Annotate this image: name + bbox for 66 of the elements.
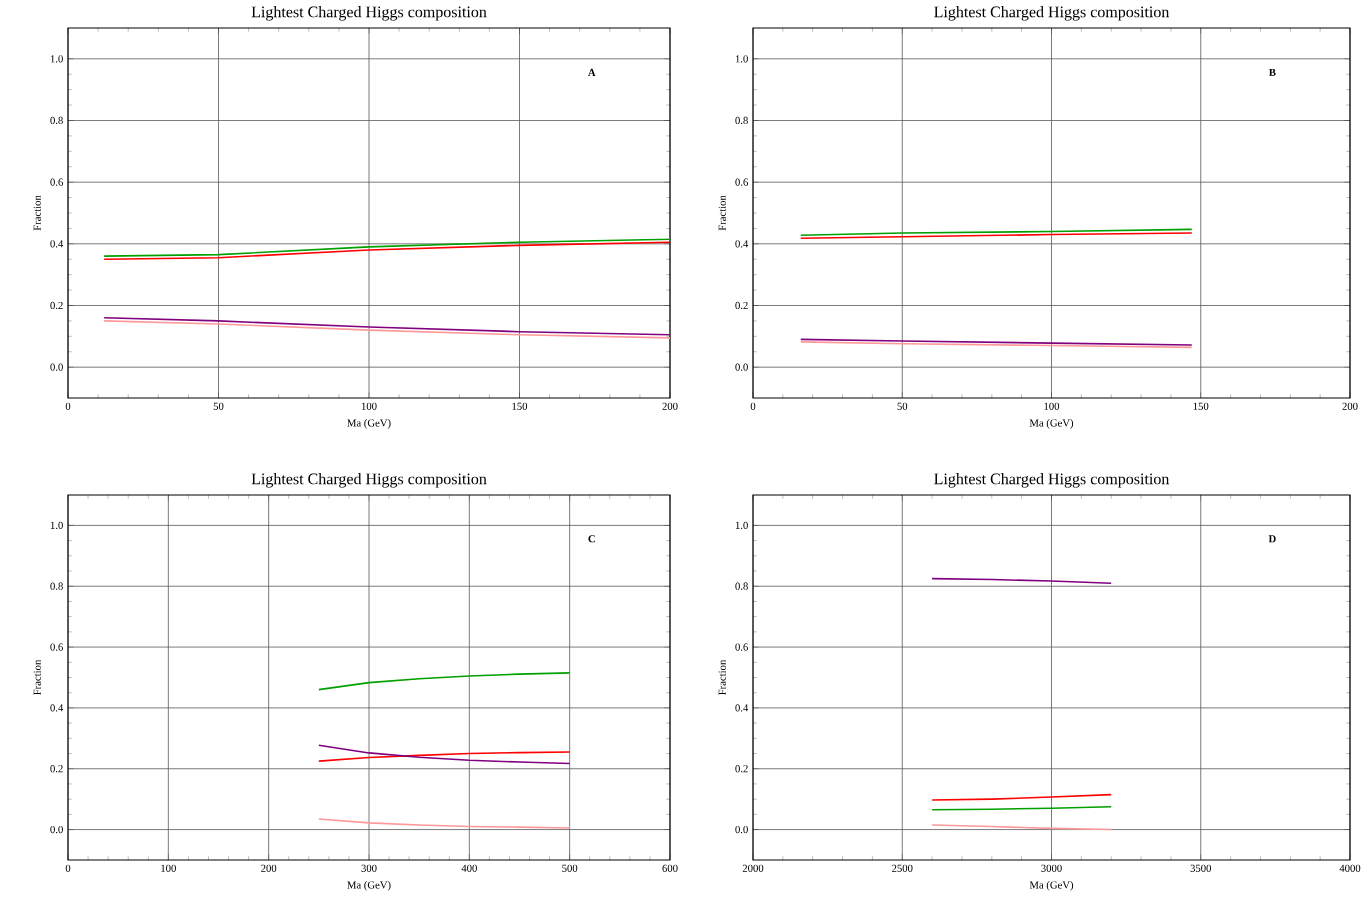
chart-title: Lightest Charged Higgs composition xyxy=(934,473,1170,488)
x-tick-label: 150 xyxy=(1193,402,1209,410)
x-tick-label: 150 xyxy=(512,402,528,410)
y-tick-label: 0.4 xyxy=(50,704,64,712)
y-tick-label: 0.6 xyxy=(735,178,748,186)
x-tick-label: 50 xyxy=(897,402,908,410)
x-tick-label: 200 xyxy=(662,402,678,410)
x-axis-title: Ma (GeV) xyxy=(347,419,391,429)
x-tick-label: 0 xyxy=(65,864,71,872)
y-tick-label: 0.2 xyxy=(50,301,63,310)
x-tick-label: 0 xyxy=(65,402,71,410)
y-tick-label: 1.0 xyxy=(735,55,748,63)
y-axis-title: Fraction xyxy=(718,195,726,231)
x-tick-label: 100 xyxy=(1044,402,1060,410)
x-tick-label: 3500 xyxy=(1190,864,1212,872)
annotation: A xyxy=(587,68,596,76)
annotation: C xyxy=(588,535,595,543)
x-tick-label: 200 xyxy=(261,864,277,872)
y-tick-label: 0.2 xyxy=(50,765,63,773)
line-series xyxy=(318,744,571,765)
x-axis-title: Ma (GeV) xyxy=(347,881,391,891)
y-tick-label: 0.2 xyxy=(735,765,748,773)
x-tick-label: 600 xyxy=(662,864,678,872)
y-tick-label: 0.2 xyxy=(735,301,748,310)
y-tick-label: 0.0 xyxy=(50,825,63,834)
x-tick-label: 500 xyxy=(562,864,578,872)
y-tick-label: 0.6 xyxy=(50,178,63,186)
y-tick-label: 0.0 xyxy=(735,825,748,834)
y-tick-label: 0.8 xyxy=(735,582,748,590)
y-tick-label: 0.0 xyxy=(50,363,63,371)
y-tick-label: 1.0 xyxy=(735,521,748,530)
x-axis-title: Ma (GeV) xyxy=(1029,881,1074,891)
x-tick-label: 50 xyxy=(213,402,224,410)
x-axis-title: Ma (GeV) xyxy=(1029,419,1074,429)
x-tick-label: 2500 xyxy=(892,864,913,872)
y-tick-label: 0.8 xyxy=(735,116,748,125)
x-tick-label: 3000 xyxy=(1041,864,1062,872)
line-series xyxy=(318,818,571,829)
y-tick-label: 1.0 xyxy=(50,55,63,63)
y-tick-label: 0.6 xyxy=(735,643,748,651)
y-axis-title: Fraction xyxy=(718,659,726,695)
chart-title: Lightest Charged Higgs composition xyxy=(251,6,487,21)
x-tick-label: 4000 xyxy=(1339,864,1361,872)
y-tick-label: 0.4 xyxy=(735,704,749,712)
line-series xyxy=(318,672,571,691)
x-tick-label: 300 xyxy=(361,864,377,872)
x-tick-label: 0 xyxy=(750,402,756,410)
chart-title: Lightest Charged Higgs composition xyxy=(934,6,1170,21)
chart-title: Lightest Charged Higgs composition xyxy=(251,473,487,488)
y-tick-label: 0.4 xyxy=(50,240,64,248)
y-tick-label: 0.8 xyxy=(50,116,63,125)
annotation: B xyxy=(1269,68,1276,76)
y-axis-title: Fraction xyxy=(33,659,41,695)
y-tick-label: 0.0 xyxy=(735,363,748,371)
x-tick-label: 400 xyxy=(461,864,477,872)
y-tick-label: 0.8 xyxy=(50,582,63,590)
x-tick-label: 100 xyxy=(161,864,176,872)
y-tick-label: 0.6 xyxy=(50,643,63,651)
annotation: D xyxy=(1268,535,1276,543)
y-tick-label: 1.0 xyxy=(50,521,63,530)
y-axis-title: Fraction xyxy=(33,195,41,231)
y-tick-label: 0.4 xyxy=(735,240,749,248)
x-tick-label: 100 xyxy=(361,402,377,410)
line-series xyxy=(318,751,571,762)
x-tick-label: 2000 xyxy=(742,864,764,872)
x-tick-label: 200 xyxy=(1342,402,1358,410)
